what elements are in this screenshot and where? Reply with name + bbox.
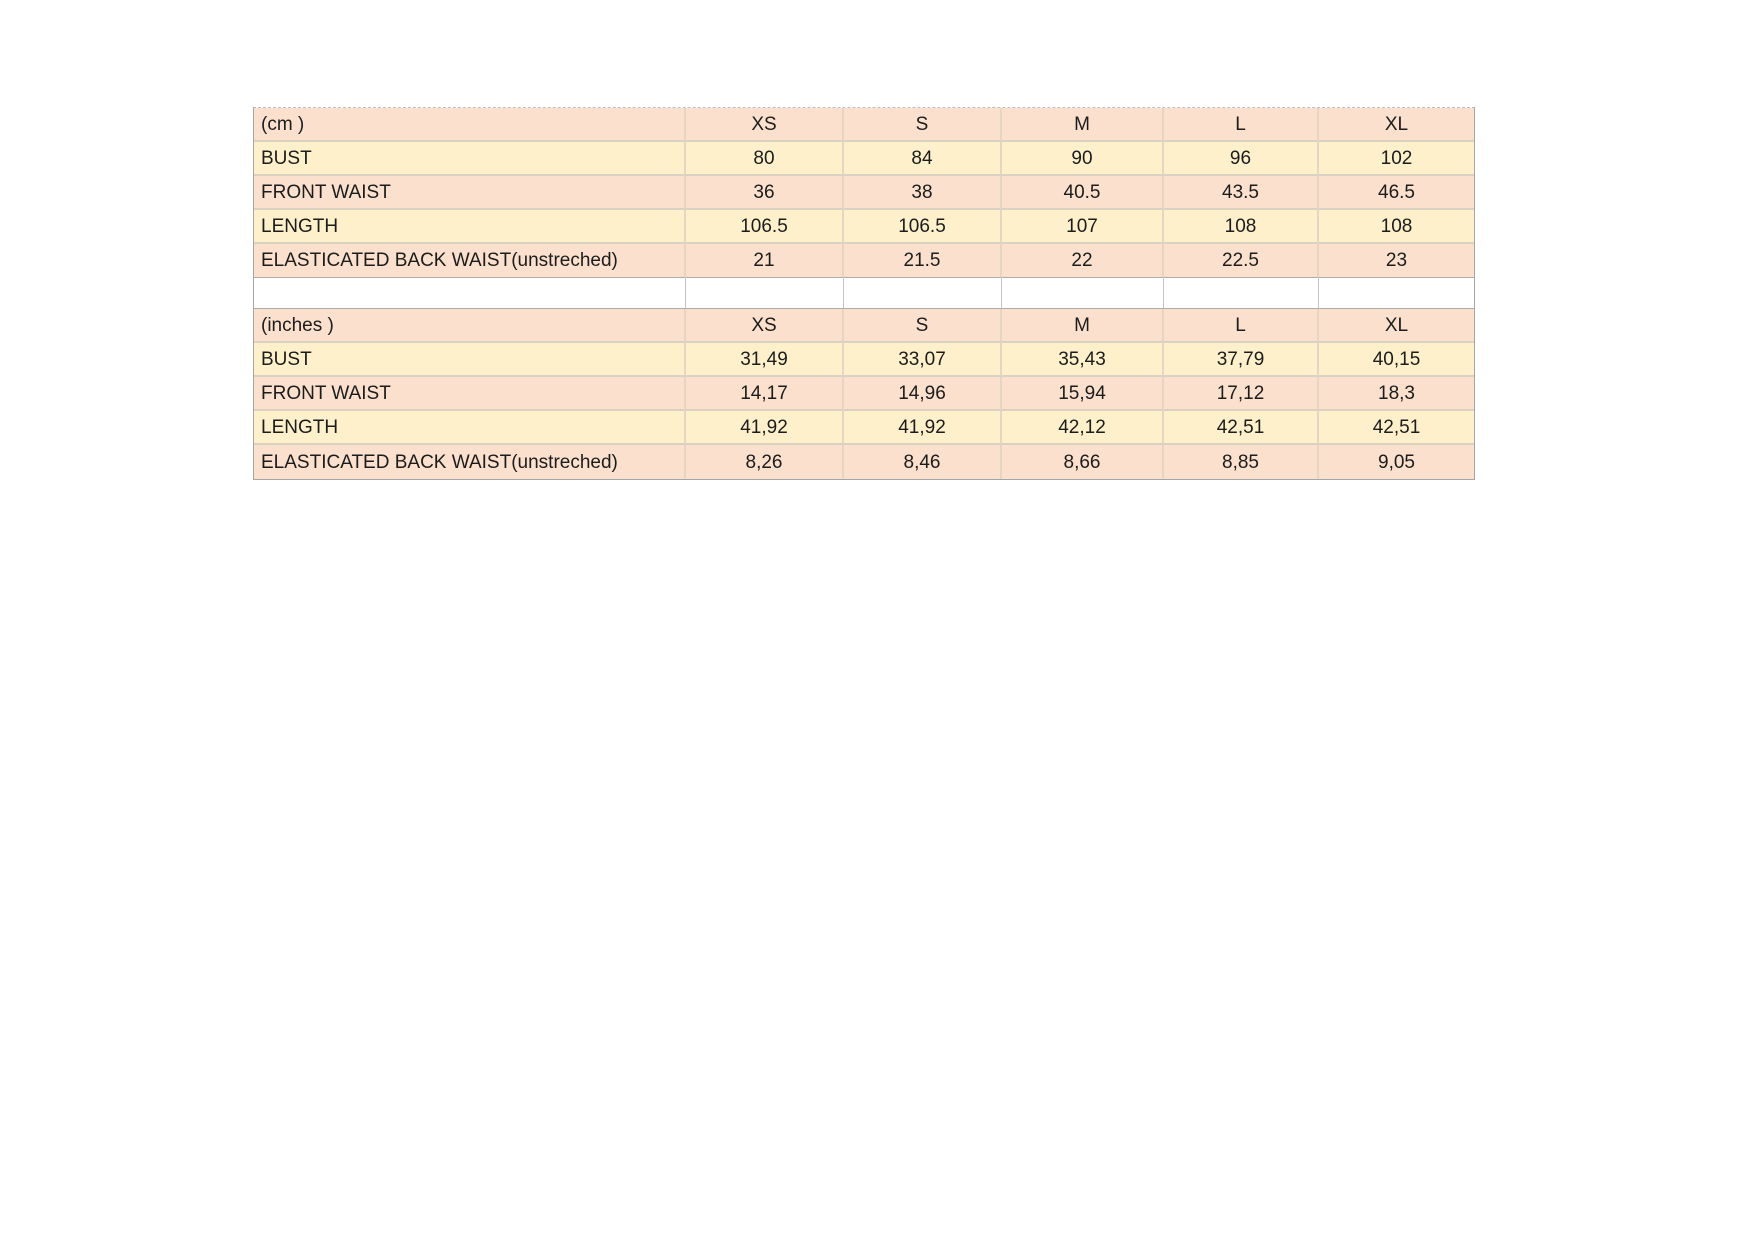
cm-bust-row: BUST 80 84 90 96 102: [254, 142, 1474, 176]
size-header-xl: XL: [1319, 108, 1474, 142]
row-label: LENGTH: [254, 210, 686, 244]
value-cell: 108: [1164, 210, 1319, 244]
size-header-l: L: [1164, 309, 1319, 343]
value-cell: 38: [844, 176, 1002, 210]
value-cell: 102: [1319, 142, 1474, 176]
value-cell: 43.5: [1164, 176, 1319, 210]
cm-length-row: LENGTH 106.5 106.5 107 108 108: [254, 210, 1474, 244]
spacer-cell: [844, 278, 1002, 309]
spacer-cell: [1002, 278, 1164, 309]
value-cell: 14,96: [844, 377, 1002, 411]
value-cell: 36: [686, 176, 844, 210]
inches-header-row: (inches ) XS S M L XL: [254, 309, 1474, 343]
value-cell: 22: [1002, 244, 1164, 278]
cm-elasticated-back-waist-row: ELASTICATED BACK WAIST(unstreched) 21 21…: [254, 244, 1474, 278]
value-cell: 40,15: [1319, 343, 1474, 377]
value-cell: 9,05: [1319, 445, 1474, 479]
row-label: FRONT WAIST: [254, 377, 686, 411]
value-cell: 18,3: [1319, 377, 1474, 411]
size-header-m: M: [1002, 108, 1164, 142]
value-cell: 46.5: [1319, 176, 1474, 210]
value-cell: 33,07: [844, 343, 1002, 377]
value-cell: 41,92: [844, 411, 1002, 445]
inches-bust-row: BUST 31,49 33,07 35,43 37,79 40,15: [254, 343, 1474, 377]
size-header-l: L: [1164, 108, 1319, 142]
value-cell: 8,85: [1164, 445, 1319, 479]
size-header-xs: XS: [686, 309, 844, 343]
size-chart: (cm ) XS S M L XL BUST 80 84 90 96 102 F…: [253, 107, 1475, 480]
value-cell: 40.5: [1002, 176, 1164, 210]
value-cell: 96: [1164, 142, 1319, 176]
spacer-row: [254, 278, 1474, 309]
value-cell: 84: [844, 142, 1002, 176]
inches-elasticated-back-waist-row: ELASTICATED BACK WAIST(unstreched) 8,26 …: [254, 445, 1474, 479]
spacer-cell: [254, 278, 686, 309]
size-header-s: S: [844, 108, 1002, 142]
row-label: FRONT WAIST: [254, 176, 686, 210]
spacer-cell: [1164, 278, 1319, 309]
inches-length-row: LENGTH 41,92 41,92 42,12 42,51 42,51: [254, 411, 1474, 445]
value-cell: 42,12: [1002, 411, 1164, 445]
value-cell: 31,49: [686, 343, 844, 377]
value-cell: 80: [686, 142, 844, 176]
value-cell: 108: [1319, 210, 1474, 244]
cm-front-waist-row: FRONT WAIST 36 38 40.5 43.5 46.5: [254, 176, 1474, 210]
value-cell: 106.5: [844, 210, 1002, 244]
size-header-s: S: [844, 309, 1002, 343]
row-label: ELASTICATED BACK WAIST(unstreched): [254, 244, 686, 278]
row-label: ELASTICATED BACK WAIST(unstreched): [254, 445, 686, 479]
size-header-xl: XL: [1319, 309, 1474, 343]
value-cell: 8,46: [844, 445, 1002, 479]
value-cell: 42,51: [1319, 411, 1474, 445]
value-cell: 22.5: [1164, 244, 1319, 278]
value-cell: 14,17: [686, 377, 844, 411]
row-label: BUST: [254, 142, 686, 176]
value-cell: 23: [1319, 244, 1474, 278]
value-cell: 17,12: [1164, 377, 1319, 411]
value-cell: 8,26: [686, 445, 844, 479]
inches-front-waist-row: FRONT WAIST 14,17 14,96 15,94 17,12 18,3: [254, 377, 1474, 411]
value-cell: 21: [686, 244, 844, 278]
spacer-cell: [1319, 278, 1474, 309]
row-label: LENGTH: [254, 411, 686, 445]
value-cell: 37,79: [1164, 343, 1319, 377]
value-cell: 42,51: [1164, 411, 1319, 445]
size-header-m: M: [1002, 309, 1164, 343]
cm-header-row: (cm ) XS S M L XL: [254, 108, 1474, 142]
value-cell: 21.5: [844, 244, 1002, 278]
value-cell: 90: [1002, 142, 1164, 176]
value-cell: 41,92: [686, 411, 844, 445]
size-chart-table: (cm ) XS S M L XL BUST 80 84 90 96 102 F…: [254, 108, 1474, 479]
spacer-cell: [686, 278, 844, 309]
value-cell: 106.5: [686, 210, 844, 244]
cm-unit-label: (cm ): [254, 108, 686, 142]
inches-unit-label: (inches ): [254, 309, 686, 343]
size-header-xs: XS: [686, 108, 844, 142]
row-label: BUST: [254, 343, 686, 377]
value-cell: 15,94: [1002, 377, 1164, 411]
value-cell: 107: [1002, 210, 1164, 244]
value-cell: 35,43: [1002, 343, 1164, 377]
value-cell: 8,66: [1002, 445, 1164, 479]
